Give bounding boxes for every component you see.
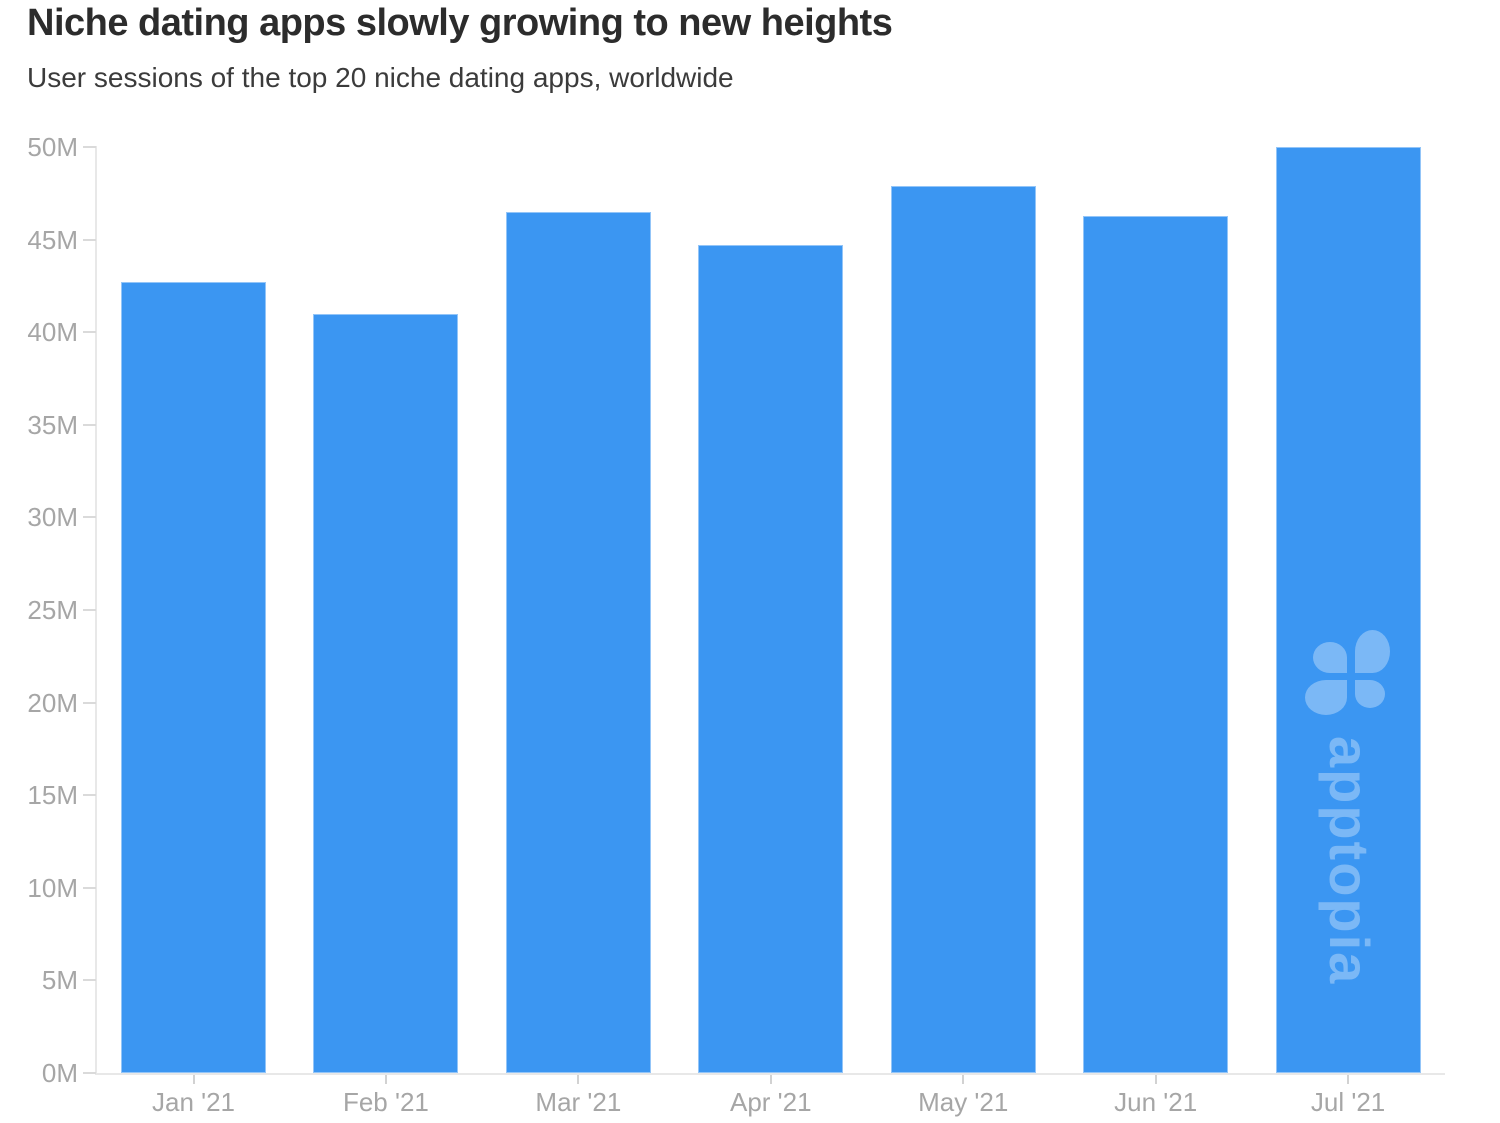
y-axis-label: 15M xyxy=(27,780,78,811)
bar-jan-21[interactable] xyxy=(121,282,266,1073)
y-axis-tick xyxy=(83,423,96,426)
y-axis-label: 45M xyxy=(27,224,78,255)
clover-petal xyxy=(1355,680,1385,708)
y-axis-label: 5M xyxy=(41,965,78,996)
x-axis-label: Jun '21 xyxy=(1114,1087,1198,1117)
x-axis-label: Apr '21 xyxy=(729,1087,812,1117)
x-axis-label: Mar '21 xyxy=(535,1087,622,1117)
y-axis-tick xyxy=(83,331,96,334)
x-axis-tick xyxy=(192,1075,195,1084)
y-axis-label: 0M xyxy=(41,1058,78,1088)
x-axis-tick xyxy=(1154,1075,1157,1084)
y-axis-tick xyxy=(83,516,96,519)
y-axis-line xyxy=(95,146,97,1075)
x-axis-label: Feb '21 xyxy=(342,1087,429,1117)
y-axis-label: 10M xyxy=(27,872,78,903)
y-axis-label: 35M xyxy=(27,409,78,440)
y-axis-tick xyxy=(83,146,96,148)
y-axis-label: 20M xyxy=(27,687,78,718)
y-axis-tick xyxy=(83,609,96,611)
y-axis-tick xyxy=(83,1072,96,1074)
x-axis-tick xyxy=(962,1075,965,1084)
y-axis-tick xyxy=(83,979,96,982)
bar-mar-21[interactable] xyxy=(505,211,651,1073)
x-axis-label: May '21 xyxy=(918,1087,1009,1117)
watermark-brand-text: apptopia xyxy=(1318,736,1381,986)
y-axis-tick xyxy=(83,238,96,241)
chart-subtitle: User sessions of the top 20 niche dating… xyxy=(27,62,734,93)
bar-jun-21[interactable] xyxy=(1083,215,1229,1073)
x-axis-label: Jan '21 xyxy=(151,1087,236,1117)
y-axis-label: 25M xyxy=(27,595,78,625)
clover-petal xyxy=(1355,630,1390,673)
y-axis-tick xyxy=(83,886,96,889)
bar-feb-21[interactable] xyxy=(313,313,459,1073)
x-axis-tick xyxy=(769,1075,772,1084)
bar-apr-21[interactable] xyxy=(698,245,844,1073)
bar-may-21[interactable] xyxy=(890,185,1036,1073)
chart-title: Niche dating apps slowly growing to new … xyxy=(27,2,893,44)
x-axis-tick xyxy=(577,1075,580,1084)
y-axis-label: 40M xyxy=(27,317,78,348)
clover-icon xyxy=(1305,630,1391,716)
x-axis-label: Jul '21 xyxy=(1310,1087,1386,1117)
x-axis-line xyxy=(95,1073,1445,1075)
y-axis-label: 50M xyxy=(27,132,78,162)
x-axis-tick xyxy=(1347,1075,1350,1084)
x-axis-tick xyxy=(384,1075,387,1084)
clover-petal xyxy=(1313,642,1347,673)
y-axis-tick xyxy=(83,701,96,704)
y-axis-label: 30M xyxy=(27,502,78,533)
clover-petal xyxy=(1305,680,1347,715)
y-axis-tick xyxy=(83,794,96,797)
bar-jul-21[interactable] xyxy=(1275,147,1421,1073)
